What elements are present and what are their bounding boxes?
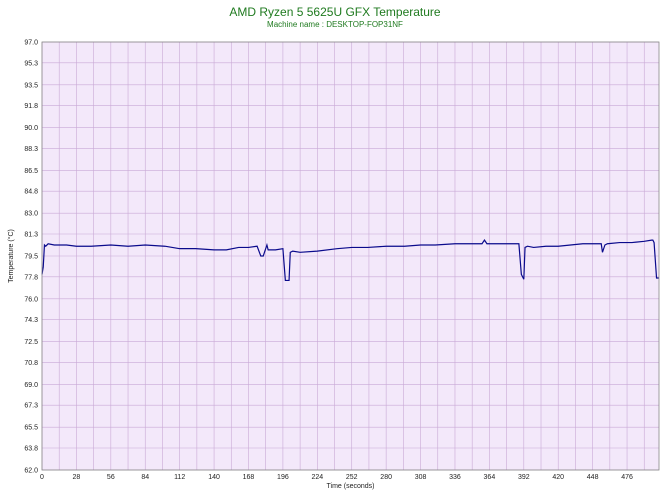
y-tick-label: 95.3 [24, 60, 38, 67]
x-tick-label: 28 [73, 474, 81, 481]
x-tick-label: 84 [141, 474, 149, 481]
x-tick-label: 364 [484, 474, 496, 481]
x-tick-label: 336 [449, 474, 461, 481]
y-tick-label: 69.0 [24, 382, 38, 389]
chart-title: AMD Ryzen 5 5625U GFX Temperature [229, 5, 441, 19]
plot-frame [41, 41, 660, 471]
x-tick-label: 476 [621, 474, 633, 481]
y-tick-label: 76.0 [24, 296, 38, 303]
x-tick-layer: 0 28 56 84 112 140 168 196 224 252 280 308 336 364 392… [40, 474, 633, 481]
y-tick-label: 70.8 [24, 360, 38, 367]
x-tick-label: 196 [277, 474, 289, 481]
y-tick-label: 67.3 [24, 403, 38, 410]
x-tick-label: 280 [380, 474, 392, 481]
x-tick-label: 0 [40, 474, 44, 481]
y-tick-label: 88.3 [24, 146, 38, 153]
x-axis-label: Time (seconds) [327, 483, 375, 490]
x-tick-label: 224 [311, 474, 323, 481]
chart-subtitle: Machine name : DESKTOP-FOP31NF [267, 20, 403, 29]
y-tick-label: 97.0 [24, 40, 38, 47]
y-tick-label: 63.8 [24, 445, 38, 452]
x-tick-label: 252 [346, 474, 358, 481]
x-tick-label: 420 [552, 474, 564, 481]
y-tick-label: 86.5 [24, 168, 38, 175]
y-tick-label: 90.0 [24, 125, 38, 132]
series-line [41, 239, 659, 282]
y-tick-label: 81.3 [24, 231, 38, 238]
x-tick-label: 140 [208, 474, 220, 481]
y-axis-label: Temperature (°C) [7, 229, 15, 283]
y-tick-label: 84.8 [24, 189, 38, 196]
y-tick-label: 74.3 [24, 317, 38, 324]
x-tick-label: 112 [174, 474, 185, 481]
y-tick-layer: 97.0 95.3 93.5 91.8 90.0 88.3 86.5 84.8 83.0 81.3… [24, 40, 38, 475]
y-tick-label: 65.5 [24, 425, 38, 432]
x-tick-label: 448 [587, 474, 599, 481]
x-tick-label: 56 [107, 474, 115, 481]
x-tick-label: 392 [518, 474, 530, 481]
y-tick-label: 72.5 [24, 339, 38, 346]
x-tick-label: 168 [243, 474, 255, 481]
y-tick-label: 83.0 [24, 211, 38, 218]
y-tick-label: 62.0 [24, 468, 38, 475]
x-tick-label: 308 [415, 474, 427, 481]
y-tick-label: 93.5 [24, 82, 38, 89]
y-tick-label: 91.8 [24, 103, 38, 110]
y-tick-label: 79.5 [24, 254, 38, 261]
y-tick-label: 77.8 [24, 274, 38, 281]
